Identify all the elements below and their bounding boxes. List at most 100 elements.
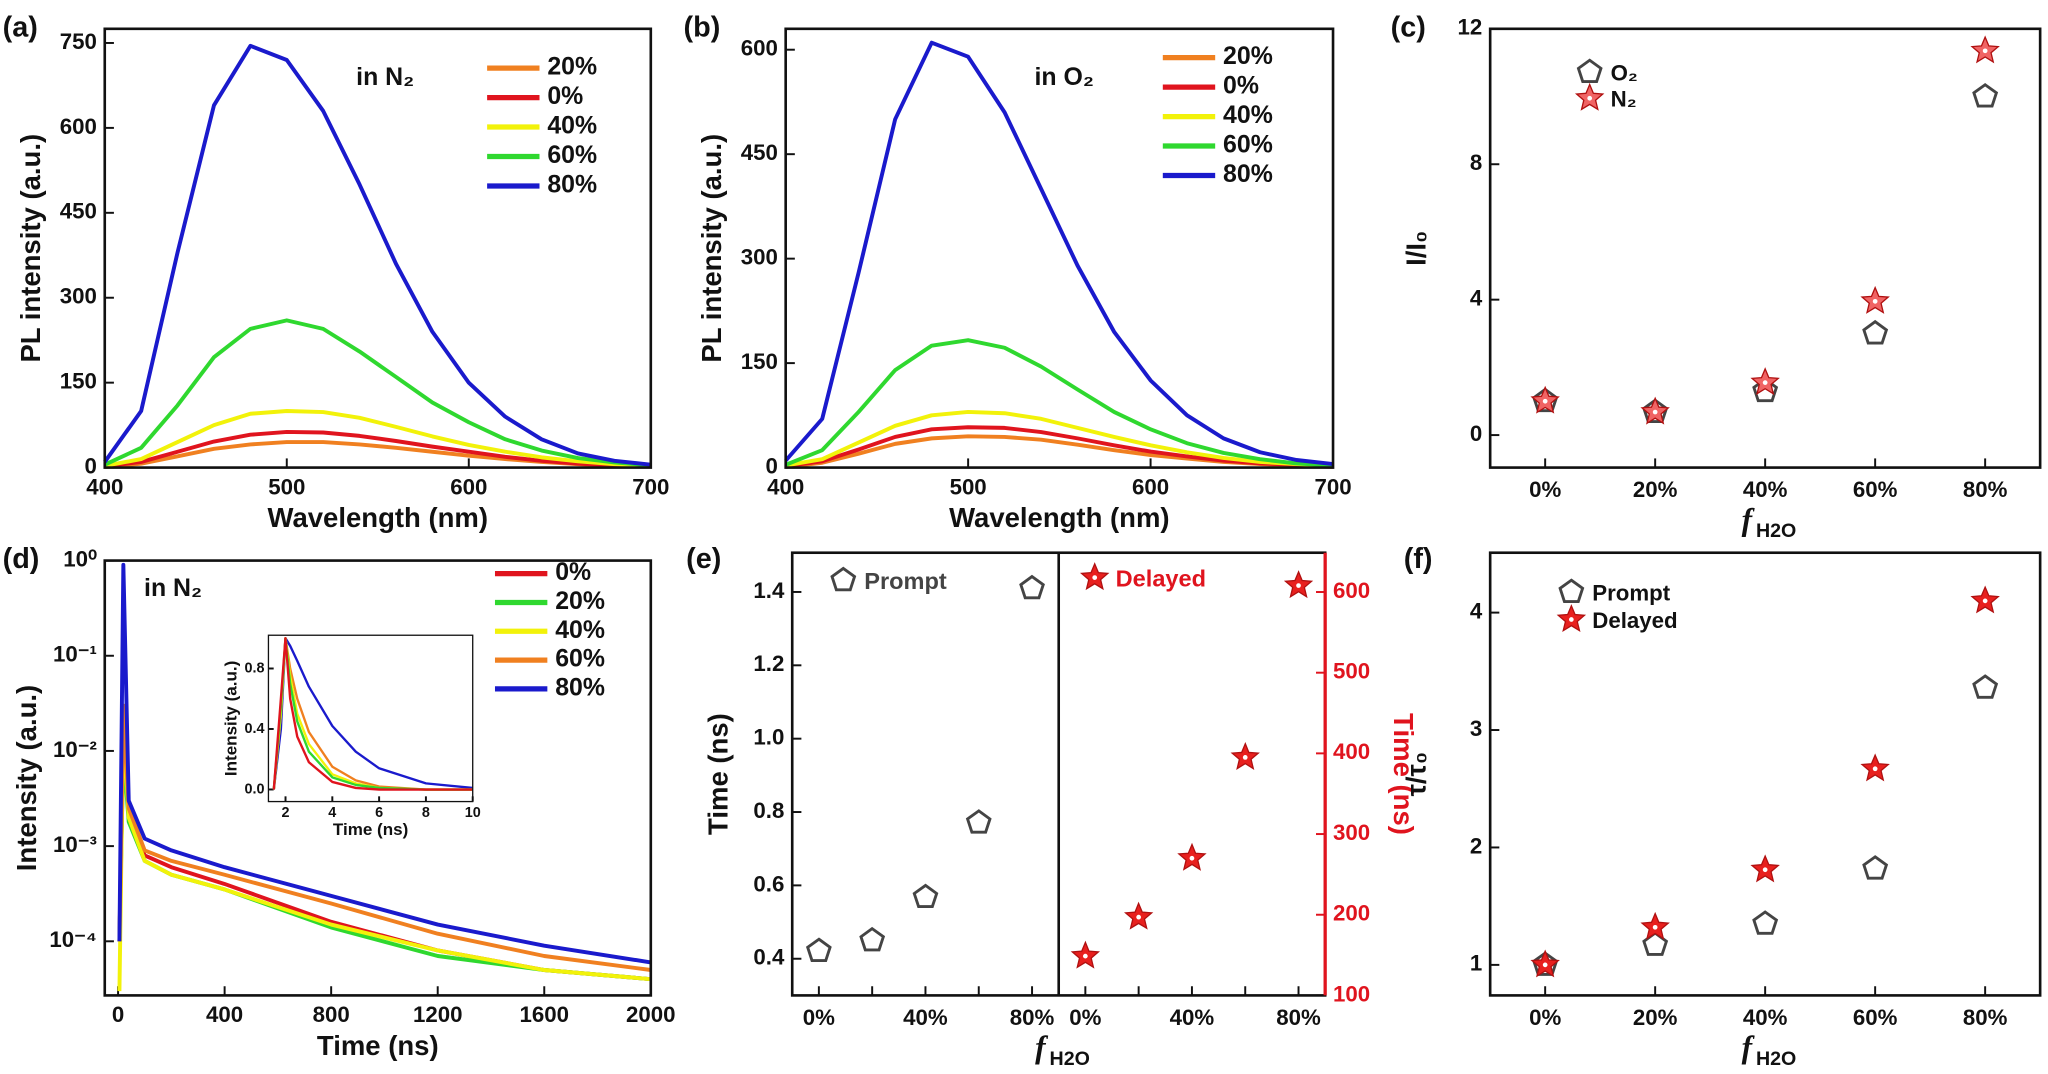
marker-center: [1092, 575, 1098, 580]
x-axis-label-sub: H2O: [1756, 1048, 1796, 1070]
x-tick-label: 600: [1132, 474, 1169, 499]
y2-tick-label: 100: [1333, 981, 1370, 1006]
pentagon-marker: [1862, 855, 1889, 880]
y-tick-label: 0.8: [753, 798, 784, 823]
axes-frame: [1488, 551, 2042, 997]
legend-label: Prompt: [864, 568, 947, 594]
legend-label: 80%: [555, 674, 605, 702]
y-tick-label: 300: [741, 245, 778, 270]
legend-label: 40%: [1223, 101, 1273, 129]
x-tick-label: 1600: [520, 1002, 569, 1027]
marker-center: [1872, 766, 1878, 772]
marker-center: [1136, 914, 1142, 920]
pentagon-marker: [1862, 319, 1889, 345]
x-tick-label: 2000: [626, 1002, 675, 1027]
y-axis-label: I/I₀: [1400, 231, 1431, 266]
x-axis-label: Time (ns): [317, 1030, 439, 1061]
pentagon-marker: [1972, 674, 1999, 699]
y2-tick-label: 500: [1333, 659, 1370, 684]
y-tick-label: 0.0: [244, 781, 264, 797]
y2-tick-label: 300: [1333, 820, 1370, 845]
y-tick-label: 10⁻³: [53, 832, 97, 857]
line-series: [785, 425, 1334, 469]
legend-label: 80%: [1223, 160, 1273, 188]
axes-frame: [784, 27, 1335, 469]
legend-label: 60%: [1223, 131, 1273, 159]
line-series: [784, 40, 1334, 466]
panel-label: (a): [3, 11, 38, 43]
x-tick-label: 0: [112, 1002, 124, 1027]
x-axis-label: Time (ns): [333, 820, 408, 839]
x-axis-label: f: [1035, 1030, 1049, 1065]
x-tick-label: 400: [206, 1002, 243, 1027]
legend-label: 20%: [547, 53, 597, 81]
marker-center: [1542, 962, 1548, 968]
x-tick-label: 500: [950, 474, 987, 499]
marker-center: [1982, 48, 1988, 54]
x-tick-label: 700: [632, 474, 669, 499]
y-tick-label: 600: [741, 36, 778, 61]
axes-frame: [1488, 27, 2042, 469]
legend-label: 40%: [555, 616, 605, 644]
y-tick-label: 2: [1470, 833, 1482, 858]
y-tick-label: 10⁻²: [53, 737, 97, 762]
legend-label: 0%: [555, 558, 591, 586]
x-axis-label: f: [1742, 502, 1756, 537]
y-tick-label: 150: [741, 349, 778, 374]
legend-label: 80%: [547, 171, 597, 199]
y-tick-label: 3: [1470, 716, 1482, 741]
x-tick-label: 60%: [1853, 1005, 1898, 1030]
y-tick-label: 0: [85, 453, 97, 478]
line-series: [785, 409, 1334, 469]
pentagon-marker: [859, 926, 886, 952]
x-tick-label: 2: [282, 805, 290, 821]
y-tick-label: 0: [765, 453, 777, 478]
panel-label: (f): [1404, 543, 1433, 575]
x-tick-label: 10: [465, 805, 481, 821]
x-tick-label: 80%: [1963, 1005, 2008, 1030]
x-tick-label: 80%: [1010, 1005, 1055, 1030]
pentagon-marker: [1752, 377, 1779, 403]
x-axis-label-sub: H2O: [1756, 520, 1796, 542]
y-tick-label: 1.0: [753, 725, 784, 750]
x-tick-label: 400: [86, 474, 123, 499]
marker-center: [1082, 953, 1088, 959]
marker-center: [1762, 380, 1768, 385]
axes-frame: [267, 634, 474, 803]
line-series: [103, 318, 651, 468]
annotation: in N₂: [144, 574, 202, 602]
line-series: [104, 429, 651, 469]
y-tick-label: 12: [1458, 15, 1483, 40]
pentagon-marker: [1972, 82, 1999, 108]
panel-label: (d): [3, 543, 40, 575]
x-tick-label: 20%: [1633, 1005, 1678, 1030]
y2-tick-label: 200: [1333, 901, 1370, 926]
x-tick-label: 800: [313, 1002, 350, 1027]
y-axis-label: PL intensity (a.u.): [15, 134, 46, 363]
y-tick-label: 450: [60, 199, 97, 224]
x-tick-label: 1200: [413, 1002, 462, 1027]
panel-label: (c): [1391, 11, 1426, 43]
x-tick-label: 700: [1314, 474, 1351, 499]
x-tick-label: 8: [422, 805, 430, 821]
pentagon-marker: [830, 566, 857, 592]
pentagon-marker: [1752, 910, 1779, 935]
legend-label: 60%: [547, 141, 597, 169]
line-series: [784, 338, 1334, 468]
pentagon-marker: [1558, 578, 1585, 604]
y-tick-label: 8: [1470, 150, 1482, 175]
x-axis-label: Wavelength (nm): [268, 502, 488, 533]
marker-center: [1542, 398, 1548, 404]
x-tick-label: 80%: [1276, 1005, 1321, 1030]
pentagon-marker: [965, 809, 992, 834]
y-tick-label: 0.8: [244, 660, 264, 676]
panel-label: (e): [686, 543, 721, 575]
x-tick-label: 0%: [1529, 1005, 1561, 1030]
y-tick-label: 150: [60, 369, 97, 394]
y-tick-label: 0.4: [244, 721, 264, 737]
x-tick-label: 500: [268, 474, 305, 499]
y-tick-label: 750: [60, 29, 97, 54]
legend-label: 0%: [1223, 72, 1259, 100]
y-tick-label: 10⁻¹: [53, 642, 97, 667]
